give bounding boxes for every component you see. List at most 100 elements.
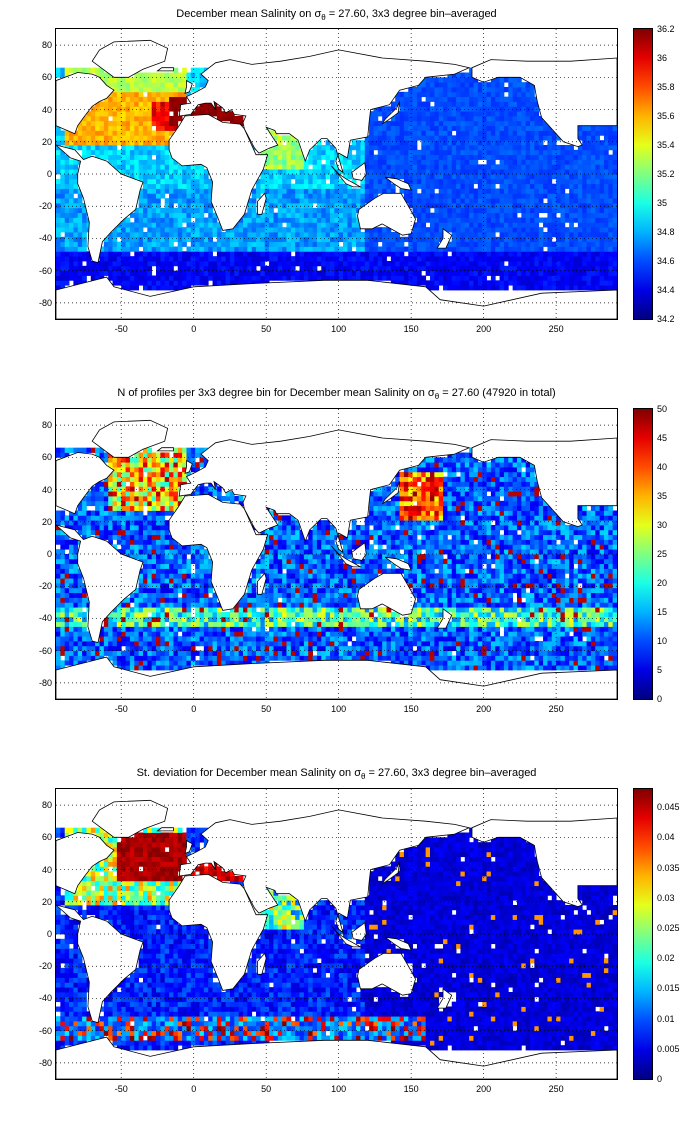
data-cell	[460, 125, 466, 131]
data-cell	[369, 183, 374, 189]
data-cell	[438, 96, 444, 102]
data-cell	[269, 261, 274, 267]
data-cell	[377, 149, 383, 156]
data-cell	[460, 193, 466, 199]
data-cell	[147, 159, 153, 165]
data-cell	[195, 193, 200, 199]
data-cell	[142, 631, 148, 637]
data-cell	[486, 265, 492, 272]
data-cell	[582, 149, 587, 156]
data-cell	[543, 645, 548, 652]
data-cell	[138, 251, 144, 257]
data-cell	[421, 236, 427, 243]
data-cell	[560, 222, 566, 228]
data-cell	[573, 236, 579, 243]
data-cell	[308, 193, 313, 199]
data-cell	[264, 246, 270, 252]
data-cell	[612, 227, 617, 233]
data-cell	[312, 178, 318, 185]
data-cell	[516, 87, 522, 93]
data-cell	[142, 665, 148, 671]
data-cell	[460, 261, 466, 267]
data-cell	[486, 641, 492, 647]
data-cell	[451, 270, 457, 276]
data-cell	[595, 660, 601, 666]
data-cell	[277, 154, 283, 160]
data-cell	[142, 212, 148, 218]
data-cell	[221, 251, 227, 257]
data-cell	[516, 101, 522, 107]
data-cell	[438, 116, 444, 122]
data-cell	[469, 125, 474, 131]
data-cell	[360, 154, 366, 160]
data-cell	[447, 149, 453, 156]
data-cell	[521, 270, 527, 276]
data-cell	[303, 227, 309, 233]
data-cell	[147, 125, 153, 131]
data-cell	[495, 87, 500, 93]
data-cell	[443, 111, 448, 117]
data-cell	[516, 227, 522, 233]
data-cell	[338, 246, 344, 252]
data-cell	[451, 174, 457, 180]
data-cell	[586, 275, 592, 281]
data-cell	[390, 188, 396, 194]
data-cell	[399, 265, 405, 272]
data-cell	[182, 232, 187, 238]
data-cell	[112, 241, 118, 247]
data-cell	[186, 183, 192, 189]
data-cell	[603, 154, 609, 160]
data-cell	[116, 270, 122, 276]
data-cell	[599, 207, 605, 214]
data-cell	[556, 256, 561, 262]
data-cell	[138, 96, 144, 102]
data-cell	[516, 145, 522, 151]
data-cell	[77, 217, 83, 223]
data-cell	[477, 120, 483, 127]
data-cell	[490, 650, 496, 656]
data-cell	[399, 135, 405, 141]
data-cell	[416, 87, 422, 93]
data-cell	[495, 212, 500, 218]
data-cell	[269, 650, 274, 656]
data-cell	[447, 91, 453, 98]
data-cell	[329, 261, 335, 267]
data-cell	[416, 130, 422, 136]
data-cell	[260, 655, 266, 661]
data-cell	[451, 149, 457, 156]
data-cell	[608, 193, 614, 199]
data-cell	[160, 251, 166, 257]
data-cell	[182, 227, 187, 233]
data-cell	[360, 246, 366, 252]
data-cell	[595, 198, 601, 204]
data-cell	[369, 645, 374, 652]
data-cell	[208, 655, 213, 661]
data-cell	[543, 265, 548, 272]
data-cell	[386, 275, 392, 281]
data-cell	[156, 82, 161, 88]
data-cell	[64, 275, 70, 281]
data-cell	[343, 241, 348, 247]
data-cell	[164, 241, 170, 247]
data-cell	[477, 660, 483, 666]
data-cell	[125, 159, 131, 165]
data-cell	[586, 135, 592, 141]
data-cell	[177, 241, 183, 247]
data-cell	[316, 217, 322, 223]
data-cell	[334, 251, 340, 257]
data-cell	[495, 164, 500, 170]
data-cell	[173, 275, 179, 281]
data-cell	[316, 236, 322, 243]
data-cell	[508, 236, 514, 243]
data-cell	[469, 67, 474, 73]
data-cell	[516, 198, 522, 204]
data-cell	[295, 655, 300, 661]
data-cell	[464, 154, 470, 160]
data-cell	[430, 275, 435, 281]
data-cell	[164, 120, 170, 127]
data-cell	[525, 232, 531, 238]
data-cell	[169, 116, 174, 122]
data-cell	[121, 96, 126, 102]
data-cell	[277, 174, 283, 180]
data-cell	[190, 650, 196, 656]
